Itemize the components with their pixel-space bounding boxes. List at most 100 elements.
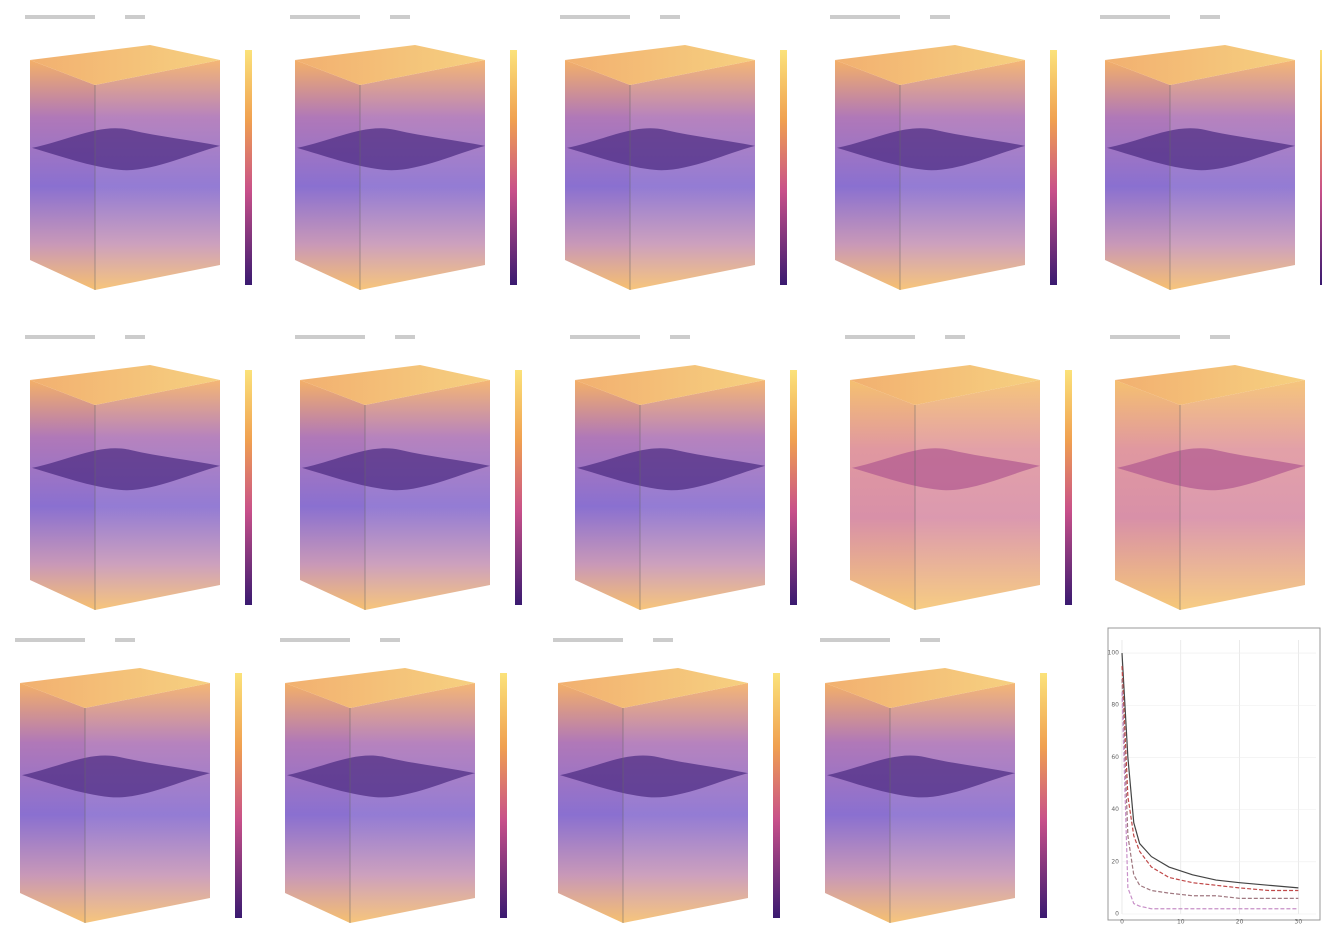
cube-top [850,365,1040,405]
panel-title [25,335,95,339]
colorbar [245,50,252,285]
cube-top [558,668,748,708]
panel-title [560,15,630,19]
cube-left [825,683,890,923]
x-tick-label: 10 [1177,919,1185,926]
y-tick-label: 20 [1111,858,1119,865]
panel [553,638,780,923]
panel-title [1200,15,1220,19]
cube-right [1170,60,1295,290]
cube-right [365,380,490,610]
panel-title [830,15,900,19]
panel [25,335,252,610]
panel-title [280,638,350,642]
cube-left [30,380,95,610]
surface [837,128,1025,171]
cube-left [835,60,900,290]
cube-top [285,668,475,708]
x-tick-label: 20 [1236,919,1244,926]
cube-left [295,60,360,290]
cube-right [890,683,1015,923]
panel-title [115,638,135,642]
cube-left [20,683,85,923]
surface [1107,128,1295,171]
panel-title [295,335,365,339]
panel-title [380,638,400,642]
surface [22,755,210,798]
cube-left [1115,380,1180,610]
surface [827,755,1015,798]
cube-left [558,683,623,923]
panel-title [125,15,145,19]
colorbar [510,50,517,285]
panel-title [15,638,85,642]
cube-left [30,60,95,290]
panel-title [1100,15,1170,19]
cube-top [835,45,1025,85]
series-line [1121,653,1299,889]
panel-title [553,638,623,642]
surface [577,448,765,491]
cube-top [575,365,765,405]
cube-top [20,668,210,708]
cube-right [915,380,1040,610]
panel-title [1210,335,1230,339]
colorbar [245,370,252,605]
colorbar [1050,50,1057,285]
panel-title [945,335,965,339]
cube-left [285,683,350,923]
surface [560,755,748,798]
y-tick-label: 0 [1115,911,1119,918]
panel [25,15,252,290]
panel-title [570,335,640,339]
panel-title [820,638,890,642]
cube-left [565,60,630,290]
surface [32,448,220,491]
panel-title [845,335,915,339]
colorbar [1320,50,1322,285]
colorbar [780,50,787,285]
panel-title [395,335,415,339]
y-tick-label: 40 [1111,806,1119,813]
panel [15,638,242,923]
cube-top [565,45,755,85]
surface [1117,448,1305,491]
panel-title [920,638,940,642]
panel [1110,335,1305,610]
panel-title [290,15,360,19]
colorbar [790,370,797,605]
x-tick-label: 30 [1295,919,1303,926]
cube-right [350,683,475,923]
cube-right [360,60,485,290]
y-tick-label: 80 [1111,702,1119,709]
cube-left [1105,60,1170,290]
cube-left [300,380,365,610]
panel-title [390,15,410,19]
panel [560,15,787,290]
surface [32,128,220,171]
cube-top [1115,365,1305,405]
cube-right [900,60,1025,290]
cube-right [95,380,220,610]
cube-right [1180,380,1305,610]
panel [280,638,507,923]
colorbar [235,673,242,918]
surface [302,448,490,491]
panel [1100,15,1322,290]
y-tick-label: 100 [1108,650,1120,657]
panels [15,15,1322,923]
cube-left [850,380,915,610]
cube-left [575,380,640,610]
panel-title [670,335,690,339]
surface [567,128,755,171]
chart-frame [1107,627,1321,921]
cube-right [630,60,755,290]
cube-right [640,380,765,610]
colorbar [500,673,507,918]
cube-right [623,683,748,923]
panel-title [125,335,145,339]
y-tick-label: 60 [1111,754,1119,761]
panel-title [653,638,673,642]
cube-top [1105,45,1295,85]
colorbar [515,370,522,605]
